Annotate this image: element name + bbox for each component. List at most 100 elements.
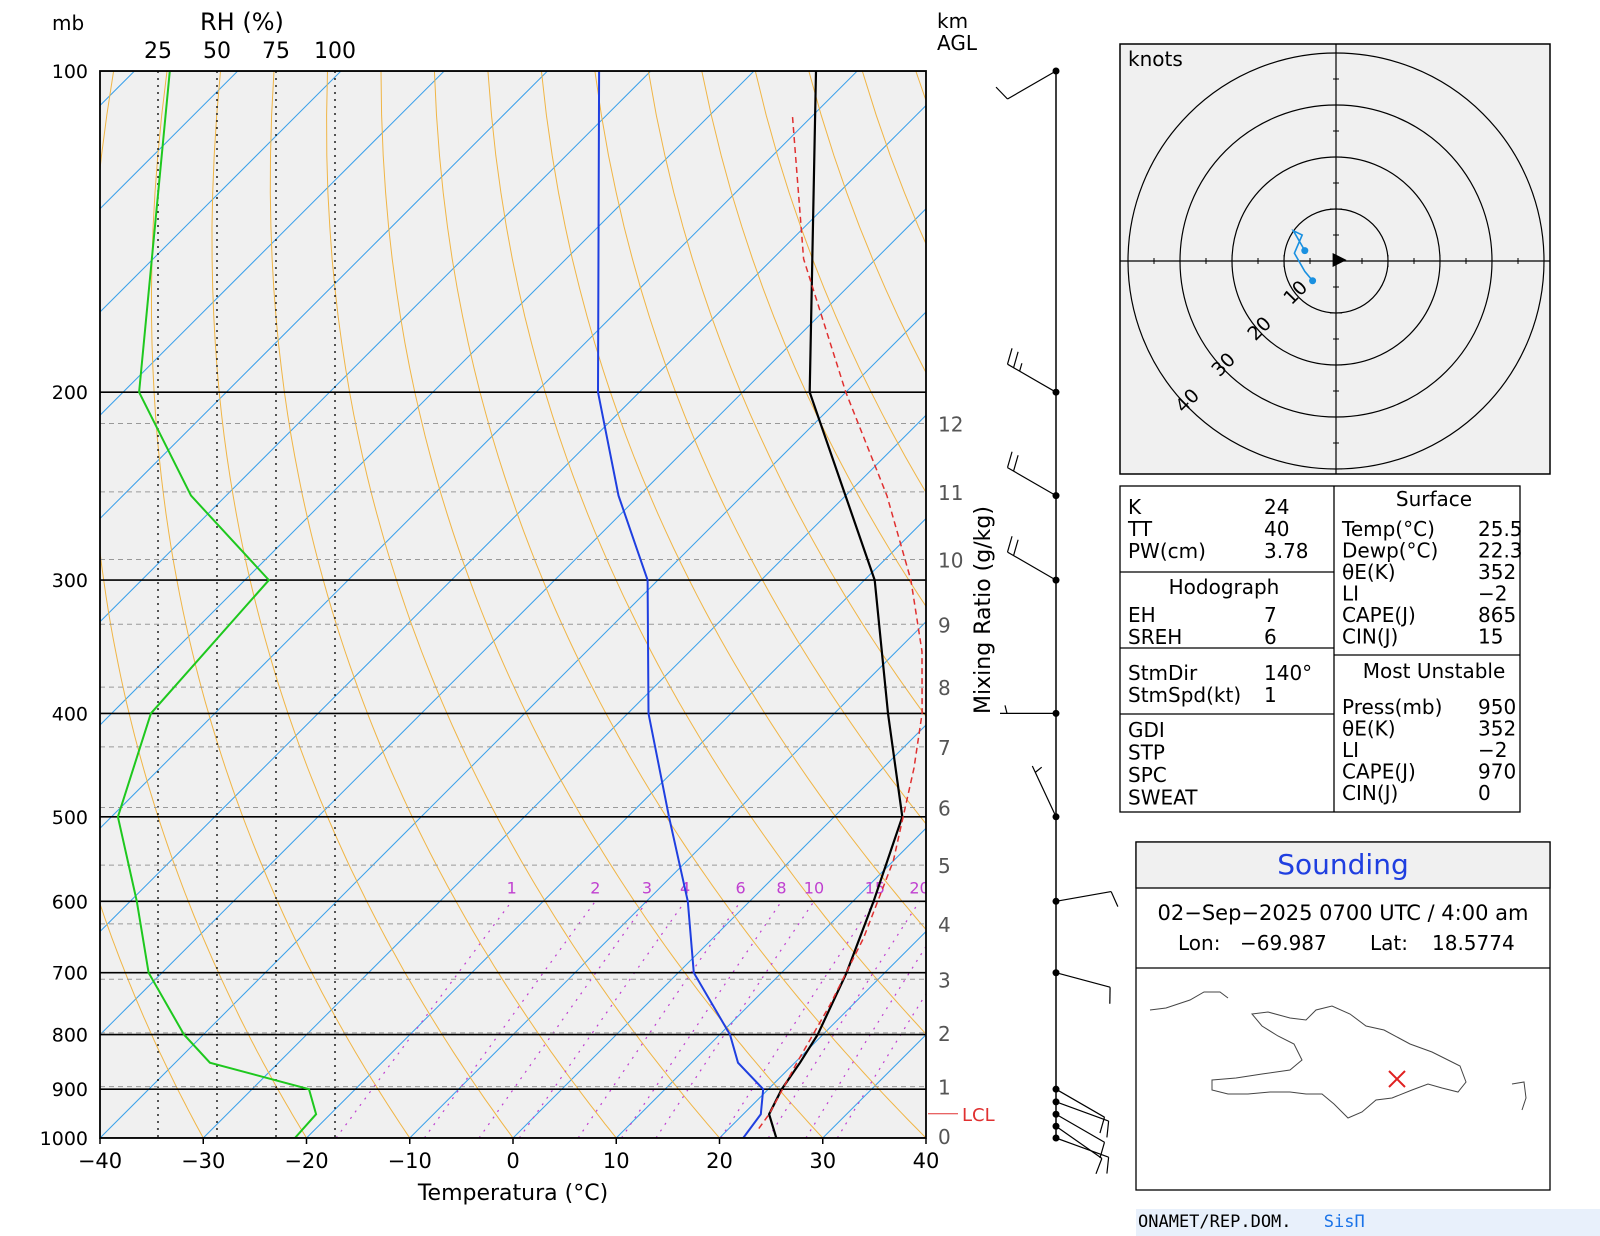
- wind-barb-half-flag: [1019, 363, 1023, 372]
- dry-adiabat-line: [433, 71, 926, 1138]
- temperature-tick-label: 20: [706, 1149, 733, 1173]
- mixing-ratio-label: 6: [736, 878, 746, 897]
- location-marker: [1388, 1070, 1406, 1088]
- isotherm-line: [615, 827, 926, 1138]
- temperature-tick-label: 30: [809, 1149, 836, 1173]
- skewt-plot: 1 2 3 4 6 8 10 15 20 25 30: [99, 70, 929, 1139]
- index-label: Press(mb): [1342, 695, 1442, 719]
- index-label: PW(cm): [1128, 539, 1206, 563]
- lcl-label: LCL: [962, 1105, 995, 1126]
- temperature-tick-label: 40: [913, 1149, 940, 1173]
- dry-adiabat-line: [380, 71, 824, 1138]
- mixing-ratio-label: 20: [909, 878, 929, 897]
- rh-tick-label: 25: [144, 39, 172, 64]
- rh-title: RH (%): [200, 8, 284, 36]
- wind-barb-flag: [1006, 536, 1013, 553]
- info-lat-label: Lat:: [1370, 931, 1408, 955]
- index-value: 22.3: [1478, 539, 1523, 563]
- pressure-tick-label: 500: [52, 807, 88, 829]
- rh-profile-line: [116, 71, 318, 1138]
- height-tick-label: 11: [938, 481, 963, 505]
- temperature-tick-label: −30: [181, 1149, 225, 1173]
- pressure-tick-label: 600: [52, 891, 88, 913]
- wind-barb-flag: [1095, 1158, 1103, 1175]
- index-label: CIN(J): [1342, 625, 1398, 649]
- wind-barb-flag: [1006, 451, 1013, 468]
- wind-barb-half-flag: [1034, 766, 1043, 773]
- temperature-tick-label: −20: [284, 1149, 328, 1173]
- hodograph-end-dot: [1301, 247, 1309, 255]
- pressure-tick-label: 800: [52, 1025, 88, 1047]
- parcel-profile-line: [758, 115, 923, 1130]
- index-label: LI: [1342, 738, 1359, 762]
- mixing-ratio-label: 3: [642, 878, 652, 897]
- index-value: −2: [1478, 738, 1507, 762]
- pressure-tick-label: 300: [52, 570, 88, 592]
- dry-adiabat-line: [326, 71, 720, 1138]
- wind-barb-flag: [1099, 1117, 1106, 1134]
- pressure-tick-label: 1000: [40, 1128, 88, 1150]
- index-label: θE(K): [1342, 717, 1396, 741]
- puerto-rico-outline: [1511, 1081, 1527, 1111]
- info-lon-label: Lon:: [1178, 931, 1220, 955]
- rh-tick-label: 75: [262, 39, 290, 64]
- plot-inner: 1 2 3 4 6 8 10 15 20 25 30: [100, 71, 929, 1138]
- index-value: 1: [1264, 683, 1277, 707]
- mixing-ratio-title: Mixing Ratio (g/kg): [971, 506, 996, 714]
- info-lat-value: 18.5774: [1432, 931, 1515, 955]
- rh-tick-label: 100: [314, 39, 356, 64]
- isotherm-line: [100, 71, 858, 829]
- wind-barb-staff: [1055, 1101, 1109, 1122]
- index-value: 352: [1478, 717, 1516, 741]
- isotherm-line: [306, 517, 926, 1138]
- height-tick-label: 10: [938, 549, 963, 573]
- hodograph-section-title: Hodograph: [1169, 575, 1280, 599]
- isotherm-line: [202, 414, 926, 1138]
- info-title: Sounding: [1277, 848, 1408, 881]
- isotherm-line: [100, 71, 445, 416]
- mixing-ratio-label: 2: [590, 878, 600, 897]
- wind-barb-staff: [1007, 70, 1057, 100]
- dry-adiabat-line: [647, 71, 926, 718]
- index-value: 15: [1478, 625, 1503, 649]
- hodograph-title: knots: [1128, 47, 1183, 71]
- height-tick-label: 4: [938, 913, 951, 937]
- pressure-tick-label: 900: [52, 1079, 88, 1101]
- wind-barb-flag: [1106, 1120, 1110, 1138]
- index-label: CAPE(J): [1342, 760, 1416, 784]
- footer-system: SisΠ: [1323, 1212, 1365, 1232]
- index-label: LI: [1342, 582, 1359, 606]
- wind-barb-flag: [1110, 891, 1119, 907]
- footer-bar: ONAMET/REP.DOM. SisΠ: [1136, 1209, 1600, 1236]
- footer-org: ONAMET/REP.DOM.: [1138, 1212, 1292, 1232]
- info-datetime: 02−Sep−2025 0700 UTC / 4:00 am: [1158, 901, 1529, 925]
- index-value: 140°: [1264, 661, 1312, 685]
- wind-barb-column: [995, 67, 1119, 1175]
- dewpoint-profile-line: [596, 71, 765, 1138]
- indices-frame: [1119, 485, 1521, 813]
- isotherm-line: [100, 104, 926, 933]
- index-label: Temp(°C): [1341, 517, 1435, 541]
- index-value: 3.78: [1264, 539, 1309, 563]
- info-title-bar: [1135, 841, 1551, 889]
- wind-barb-staff: [1007, 467, 1057, 497]
- index-label: SREH: [1128, 625, 1182, 649]
- wind-barb-staff: [1007, 551, 1057, 581]
- index-label: STP: [1128, 741, 1165, 765]
- wind-barb-half-flag: [1004, 705, 1008, 714]
- island-outline: [1211, 1005, 1467, 1119]
- wind-barb-flag: [1006, 348, 1013, 365]
- index-label: TT: [1127, 517, 1153, 541]
- dry-adiabat-line: [211, 71, 514, 1138]
- height-tick-label: 12: [938, 413, 963, 437]
- dry-adiabat-line: [269, 71, 617, 1138]
- rh-tick-label: 50: [203, 39, 231, 64]
- height-tick-label: 1: [938, 1076, 951, 1100]
- wind-barb-flag: [1012, 351, 1019, 368]
- index-value: 7: [1264, 603, 1277, 627]
- hodograph-trace: [1291, 228, 1314, 282]
- wind-barb-staff: [1055, 1137, 1109, 1158]
